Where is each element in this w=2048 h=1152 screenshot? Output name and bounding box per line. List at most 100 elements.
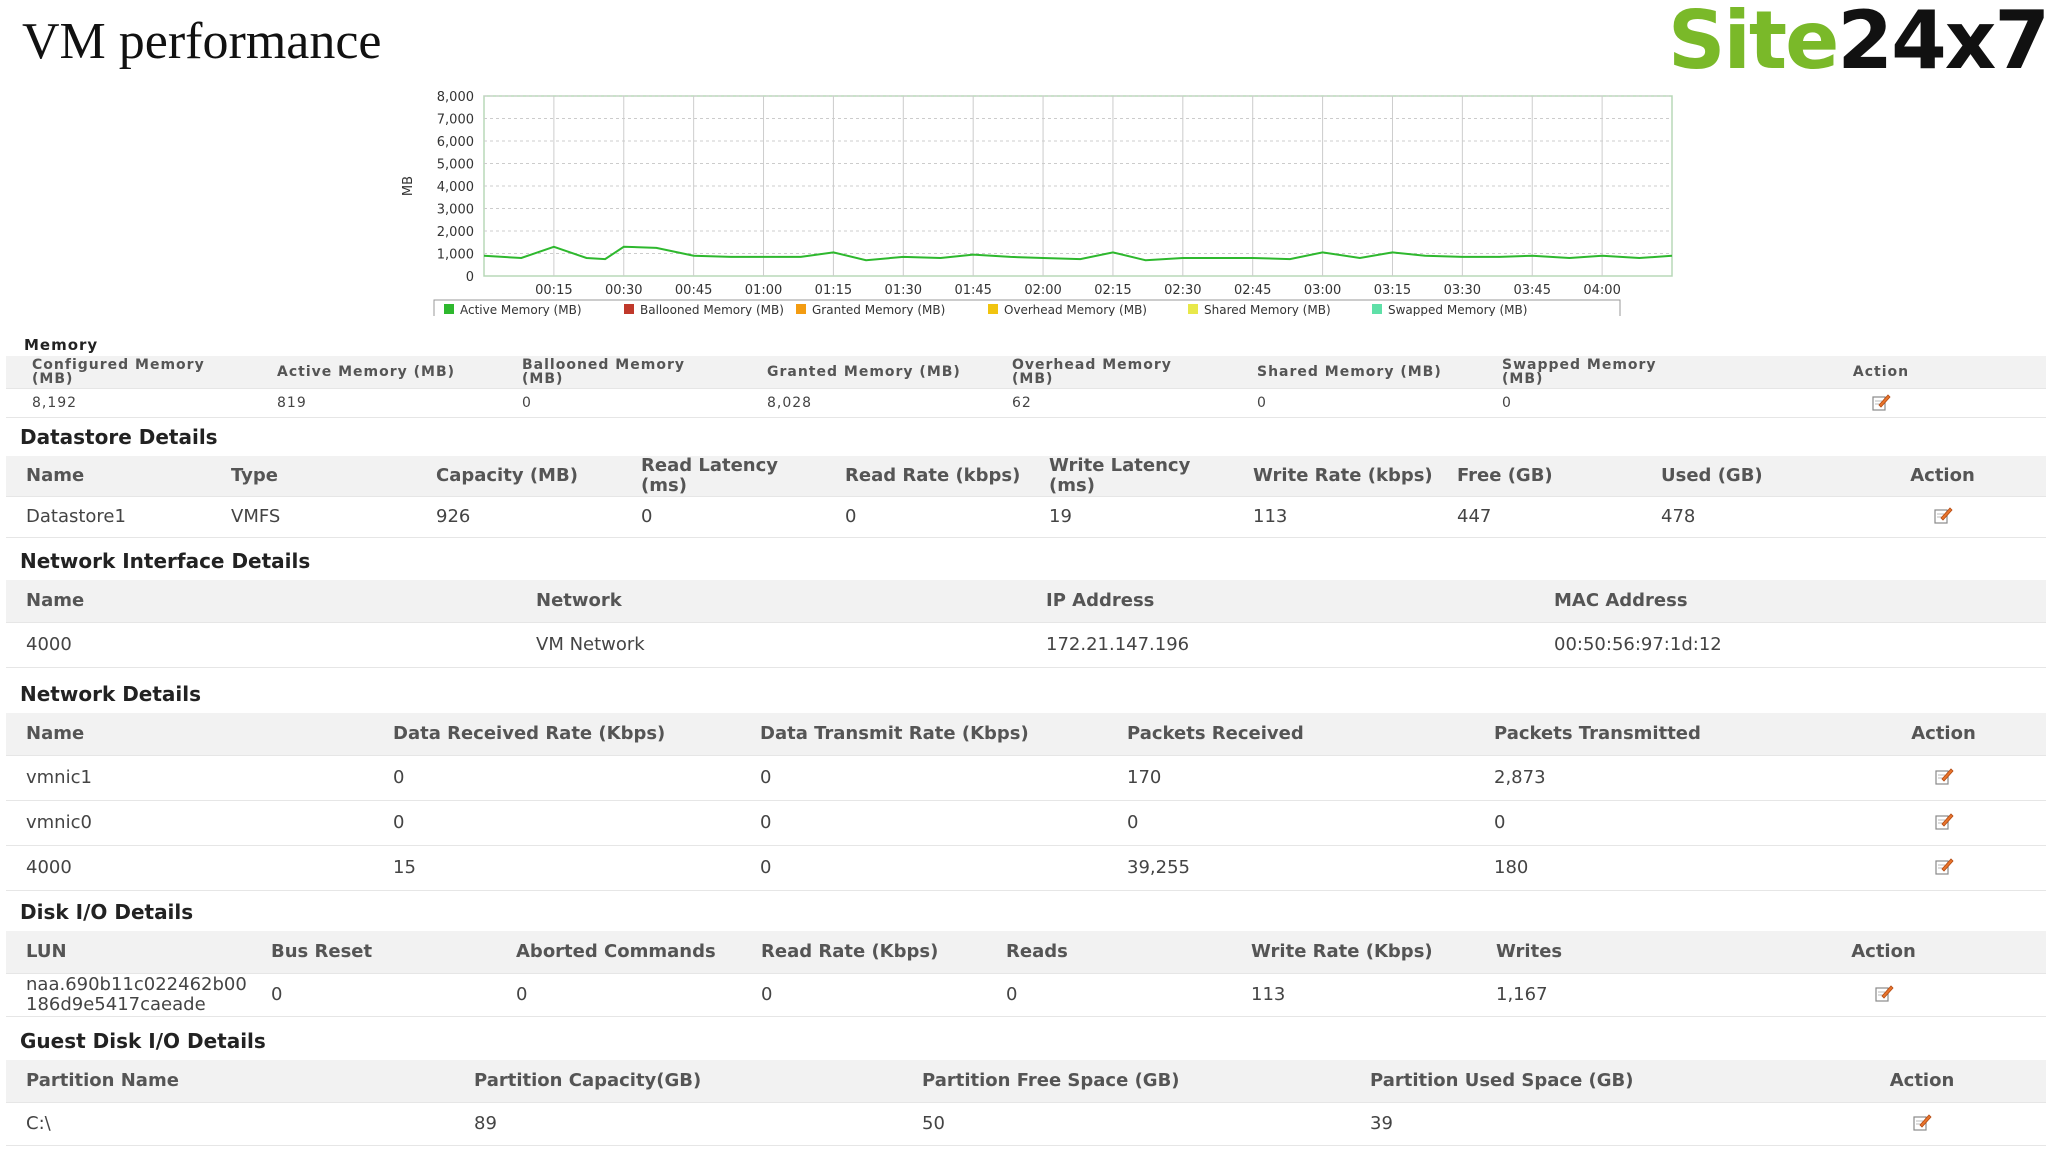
column-header[interactable]: Partition Name (26, 1070, 179, 1091)
table-cell: 39 (1370, 1113, 1393, 1134)
table-cell: 0 (271, 984, 283, 1005)
column-header[interactable]: Active Memory (MB) (277, 364, 456, 380)
table-cell: 113 (1251, 984, 1286, 1005)
column-header[interactable]: Read Rate (kbps) (845, 465, 1021, 486)
page-title: VM performance (22, 13, 382, 70)
action-cell (1841, 766, 2046, 791)
column-header[interactable]: Data Transmit Rate (Kbps) (760, 723, 1029, 744)
column-header[interactable]: Aborted Commands (516, 941, 716, 962)
table-cell: naa.690b11c022462b00 186d9e5417caeade (26, 974, 247, 1015)
table-cell: VM Network (536, 634, 645, 655)
table-cell: 180 (1494, 857, 1529, 878)
table-cell: 113 (1253, 506, 1288, 527)
edit-icon[interactable] (1933, 505, 1953, 525)
action-cell (1845, 505, 2040, 530)
table-cell: 0 (760, 812, 772, 833)
column-header[interactable]: Capacity (MB) (436, 465, 578, 486)
table-cell: 4000 (26, 634, 72, 655)
x-tick-label: 01:00 (745, 283, 782, 298)
table-cell: 0 (1502, 395, 1512, 411)
edit-icon[interactable] (1912, 1112, 1932, 1132)
column-header[interactable]: Granted Memory (MB) (767, 364, 961, 380)
table-cell: 0 (393, 767, 405, 788)
column-header[interactable]: Used (GB) (1661, 465, 1763, 486)
column-header[interactable]: Write Rate (Kbps) (1251, 941, 1433, 962)
column-header[interactable]: Swapped Memory (MB) (1502, 357, 1657, 387)
x-tick-label: 03:15 (1374, 283, 1411, 298)
site24x7-logo: Site24x7 (1667, 0, 2048, 87)
column-header[interactable]: Partition Capacity(GB) (474, 1070, 702, 1091)
column-header[interactable]: Action (1889, 1070, 1955, 1091)
legend-swatch (796, 304, 806, 314)
column-header[interactable]: Action (1910, 465, 1975, 486)
column-header[interactable]: IP Address (1046, 590, 1155, 611)
table-cell: 0 (641, 506, 653, 527)
column-header[interactable]: Partition Free Space (GB) (922, 1070, 1180, 1091)
column-header[interactable]: Read Rate (Kbps) (761, 941, 939, 962)
y-tick-label: 5,000 (437, 158, 474, 173)
guest-disk-io-section: Guest Disk I/O Details Partition Name Part… (0, 1022, 2048, 1146)
table-cell: 2,873 (1494, 767, 1546, 788)
table-row: 4000 15 0 39,255 180 (6, 846, 2046, 891)
column-header[interactable]: Packets Transmitted (1494, 723, 1701, 744)
table-cell: 39,255 (1127, 857, 1190, 878)
table-cell: 8,192 (32, 395, 78, 411)
edit-icon[interactable] (1934, 766, 1954, 786)
table-header-row: Configured Memory (MB) Active Memory (MB)… (6, 356, 2046, 389)
memory-chart: 0 1,000 2,000 3,000 4,000 5,000 6,000 7,000 8,00… (401, 90, 1673, 316)
column-header[interactable]: Action (1851, 941, 1916, 962)
table-cell: 00:50:56:97:1d:12 (1554, 634, 1722, 655)
table-cell: vmnic1 (26, 767, 92, 788)
x-tick-label: 01:30 (885, 283, 922, 298)
y-tick-label: 6,000 (437, 135, 474, 150)
legend-swatch (1188, 304, 1198, 314)
table-cell: 50 (922, 1113, 945, 1134)
column-header[interactable]: Writes (1496, 941, 1563, 962)
column-header[interactable]: Configured Memory (MB) (32, 357, 205, 387)
column-header[interactable]: Shared Memory (MB) (1257, 364, 1442, 380)
column-header[interactable]: Bus Reset (271, 941, 373, 962)
column-header[interactable]: Ballooned Memory (MB) (522, 357, 685, 387)
column-header[interactable]: Packets Received (1127, 723, 1304, 744)
action-cell (1721, 392, 2041, 415)
column-header[interactable]: Action (1911, 723, 1976, 744)
column-header[interactable]: Overhead Memory (MB) (1012, 357, 1172, 387)
y-tick-label: 7,000 (437, 113, 474, 128)
column-header[interactable]: Free (GB) (1457, 465, 1553, 486)
legend-swatch (624, 304, 634, 314)
column-header[interactable]: Partition Used Space (GB) (1370, 1070, 1634, 1091)
column-header[interactable]: Write Latency (ms) (1049, 455, 1191, 496)
table-cell: 0 (393, 812, 405, 833)
column-header[interactable]: MAC Address (1554, 590, 1688, 611)
edit-icon[interactable] (1934, 811, 1954, 831)
table-row: 4000 VM Network 172.21.147.196 00:50:56:97:… (6, 623, 2046, 668)
table-row: 8,192 819 0 8,028 62 0 0 (6, 389, 2046, 418)
column-header[interactable]: Network (536, 590, 622, 611)
table-cell: 0 (1494, 812, 1506, 833)
y-tick-label: 3,000 (437, 203, 474, 218)
column-header[interactable]: Data Received Rate (Kbps) (393, 723, 666, 744)
table-cell: 0 (761, 984, 773, 1005)
action-cell (1721, 983, 2046, 1008)
table-header-row: Name Data Received Rate (Kbps) Data Transm… (6, 713, 2046, 756)
x-tick-label: 01:15 (815, 283, 852, 298)
legend-swatch (1372, 304, 1382, 314)
legend-label: Ballooned Memory (MB) (640, 303, 784, 316)
column-header[interactable]: Read Latency (ms) (641, 455, 779, 496)
column-header[interactable]: LUN (26, 941, 67, 962)
table-cell: 0 (760, 857, 772, 878)
column-header[interactable]: Reads (1006, 941, 1068, 962)
edit-icon[interactable] (1874, 983, 1894, 1003)
column-header[interactable]: Name (26, 590, 85, 611)
column-header[interactable]: Action (1852, 364, 1910, 380)
column-header[interactable]: Type (231, 465, 278, 486)
table-cell: 0 (1257, 395, 1267, 411)
x-tick-label: 03:00 (1304, 283, 1341, 298)
column-header[interactable]: Write Rate (kbps) (1253, 465, 1433, 486)
edit-icon[interactable] (1934, 856, 1954, 876)
edit-icon[interactable] (1871, 392, 1891, 412)
column-header[interactable]: Name (26, 723, 85, 744)
table-cell: 172.21.147.196 (1046, 634, 1190, 655)
table-cell: 62 (1012, 395, 1032, 411)
column-header[interactable]: Name (26, 465, 85, 486)
